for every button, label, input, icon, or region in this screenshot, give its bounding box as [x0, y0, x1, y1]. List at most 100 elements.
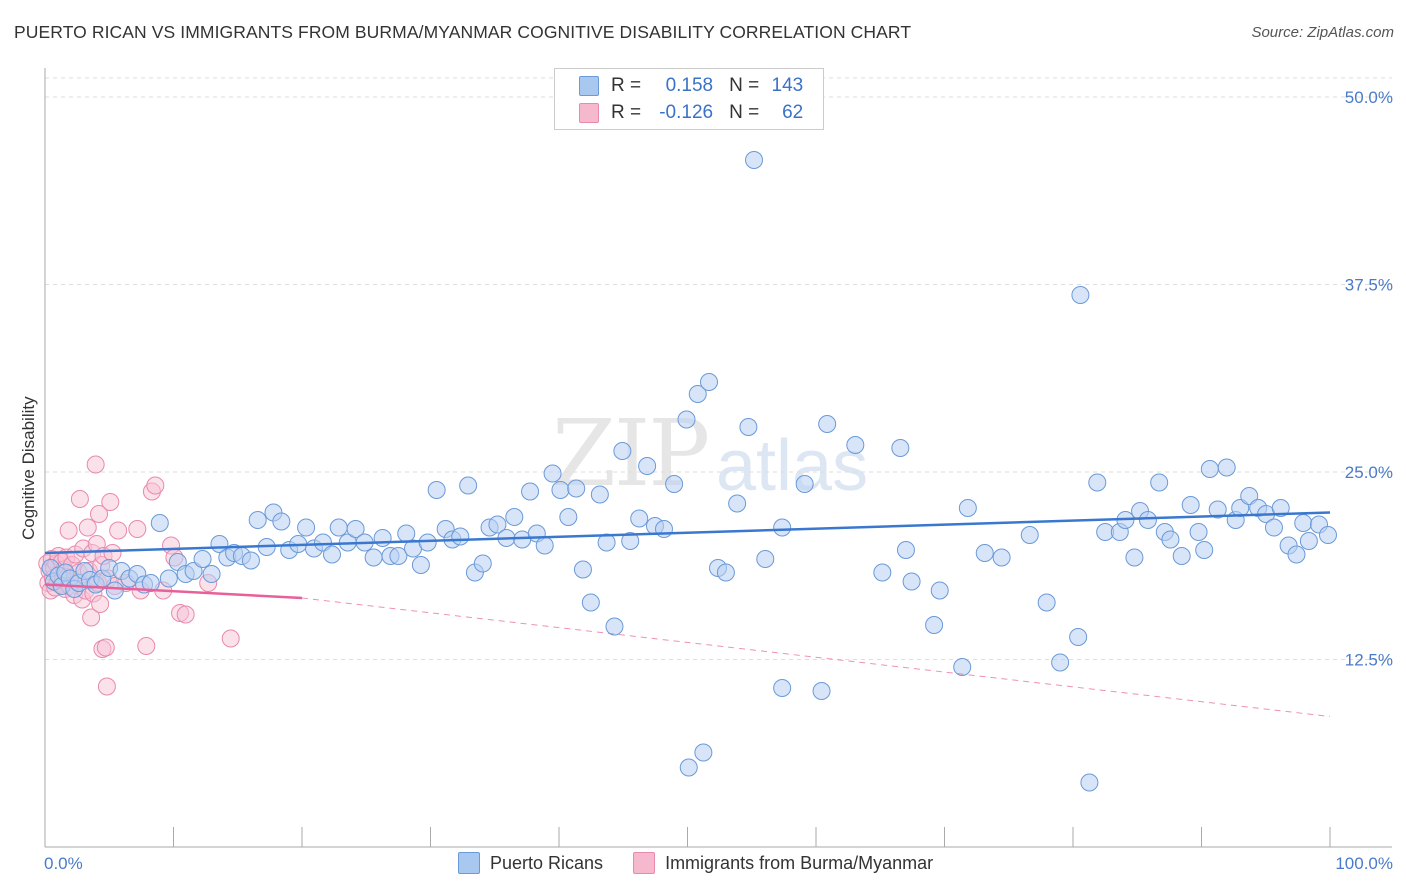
data-point-puerto-rican	[1037, 593, 1056, 612]
data-point-puerto-rican	[688, 385, 707, 403]
data-point-burma	[82, 608, 101, 627]
data-point-puerto-rican	[535, 536, 554, 555]
data-point-puerto-rican	[141, 574, 160, 592]
data-point-puerto-rican	[1189, 523, 1208, 541]
data-point-puerto-rican	[159, 569, 178, 588]
data-point-puerto-rican	[150, 514, 169, 532]
legend-swatch-blue	[458, 852, 480, 874]
data-point-puerto-rican	[297, 518, 316, 537]
legend-n-value: 62	[782, 102, 804, 123]
data-point-puerto-rican	[1299, 532, 1318, 550]
legend-swatch-blue	[579, 76, 599, 96]
data-point-puerto-rican	[313, 533, 332, 552]
data-point-burma	[176, 605, 195, 624]
data-point-puerto-rican	[1150, 473, 1169, 492]
y-tick-label: 12.5%	[1345, 651, 1393, 670]
data-point-puerto-rican	[1071, 286, 1090, 304]
y-axis-label: Cognitive Disability	[19, 396, 38, 540]
data-point-puerto-rican	[567, 479, 586, 498]
correlation-legend: R = 0.158 N = 143 R = -0.126 N = 62	[554, 68, 824, 130]
data-point-burma	[70, 490, 89, 508]
data-point-puerto-rican	[418, 533, 437, 552]
data-point-puerto-rican	[728, 494, 747, 513]
legend-item-puerto-ricans[interactable]: Puerto Ricans	[458, 852, 603, 874]
legend-label: Immigrants from Burma/Myanmar	[665, 852, 934, 873]
data-point-puerto-rican	[1161, 530, 1180, 549]
data-point-puerto-rican	[1069, 628, 1088, 646]
legend-item-burma[interactable]: Immigrants from Burma/Myanmar	[633, 852, 933, 874]
data-point-puerto-rican	[812, 682, 831, 700]
data-point-burma	[90, 505, 109, 523]
data-point-puerto-rican	[322, 545, 341, 564]
data-point-puerto-rican	[389, 547, 408, 565]
data-point-puerto-rican	[1319, 526, 1337, 544]
data-point-burma	[103, 544, 122, 562]
data-point-burma	[91, 595, 110, 613]
data-point-burma	[101, 493, 120, 511]
legend-swatch-pink	[633, 852, 656, 874]
data-point-puerto-rican	[364, 548, 383, 567]
data-point-burma	[97, 677, 116, 696]
legend-swatch-pink	[579, 103, 599, 123]
data-point-puerto-rican	[590, 485, 609, 504]
data-point-burma	[59, 521, 78, 540]
legend-n-label: N =	[729, 102, 760, 123]
y-tick-label: 50.0%	[1345, 88, 1393, 107]
trend-line-burma	[44, 583, 303, 600]
data-point-puerto-rican	[573, 560, 592, 579]
legend-r-value: 0.158	[665, 75, 714, 96]
data-point-burma	[137, 637, 156, 655]
data-point-puerto-rican	[488, 515, 507, 534]
legend-r-label: R =	[611, 75, 642, 96]
data-point-burma	[146, 476, 165, 495]
data-point-puerto-rican	[105, 581, 124, 600]
data-point-puerto-rican	[1200, 460, 1219, 478]
data-point-puerto-rican	[551, 481, 570, 499]
series-legend: Puerto Ricans Immigrants from Burma/Myan…	[458, 852, 963, 874]
data-point-puerto-rican	[1138, 511, 1157, 529]
data-point-puerto-rican	[756, 550, 775, 568]
data-point-puerto-rican	[1294, 514, 1313, 532]
data-point-puerto-rican	[184, 562, 203, 580]
data-point-puerto-rican	[346, 520, 365, 538]
data-point-puerto-rican	[411, 556, 430, 574]
x-tick-label: 0.0%	[44, 854, 83, 873]
source-label: Source: ZipAtlas.com	[1251, 24, 1394, 41]
data-point-puerto-rican	[373, 529, 392, 547]
data-point-puerto-rican	[953, 658, 972, 676]
data-point-puerto-rican	[1208, 500, 1227, 519]
legend-n-value: 143	[771, 75, 804, 96]
series-puerto-rican-points	[41, 151, 1337, 792]
data-point-puerto-rican	[459, 476, 478, 495]
chart-title: PUERTO RICAN VS IMMIGRANTS FROM BURMA/MY…	[14, 22, 912, 42]
axes	[44, 68, 1392, 848]
data-point-puerto-rican	[1088, 473, 1107, 492]
trend-line-burma-extension	[301, 597, 1331, 717]
data-point-puerto-rican	[1240, 487, 1259, 505]
legend-row-puerto-rican: R = 0.158 N = 143	[579, 73, 803, 99]
data-point-burma	[86, 455, 105, 474]
data-point-puerto-rican	[745, 151, 764, 169]
data-point-puerto-rican	[925, 616, 944, 634]
data-point-burma	[128, 520, 147, 538]
data-point-burma	[96, 638, 115, 657]
data-point-puerto-rican	[581, 593, 600, 612]
data-point-puerto-rican	[679, 758, 698, 777]
data-point-puerto-rican	[773, 679, 792, 697]
data-point-puerto-rican	[248, 511, 267, 529]
data-point-puerto-rican	[818, 415, 837, 433]
data-point-puerto-rican	[621, 532, 640, 550]
data-point-puerto-rican	[473, 554, 492, 573]
data-point-puerto-rican	[597, 533, 616, 552]
data-point-puerto-rican	[241, 551, 260, 570]
data-point-puerto-rican	[677, 410, 696, 429]
data-point-puerto-rican	[630, 509, 649, 528]
legend-n-label: N =	[729, 75, 760, 96]
data-point-puerto-rican	[559, 508, 578, 526]
data-point-puerto-rican	[694, 743, 713, 762]
legend-r-value: -0.126	[659, 102, 714, 123]
legend-row-burma: R = -0.126 N = 62	[579, 100, 803, 126]
data-point-puerto-rican	[613, 442, 632, 460]
data-point-puerto-rican	[521, 482, 540, 501]
